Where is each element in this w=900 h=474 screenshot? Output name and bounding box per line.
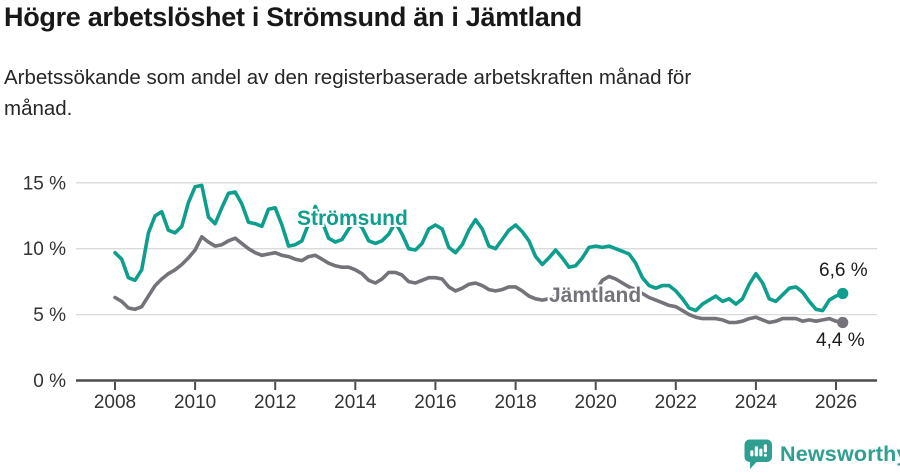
series-label-stromsund: Strömsund bbox=[297, 207, 408, 230]
series-label-jamtland: Jämtland bbox=[549, 284, 642, 307]
page-title: Högre arbetslöshet i Strömsund än i Jämt… bbox=[4, 2, 582, 32]
exclamation-dot bbox=[763, 453, 767, 457]
x-tick-label: 2026 bbox=[815, 392, 857, 413]
x-tick-label: 2020 bbox=[575, 392, 617, 413]
x-tick-label: 2012 bbox=[254, 392, 296, 413]
bar-1 bbox=[750, 450, 754, 457]
bar-2 bbox=[754, 446, 758, 457]
speech-bubble-shape bbox=[744, 439, 772, 469]
end-value-label-jamtland: 4,4 % bbox=[816, 330, 865, 351]
bar-3 bbox=[759, 448, 763, 457]
x-tick-label: 2022 bbox=[655, 392, 697, 413]
y-tick-label: 5 % bbox=[33, 305, 66, 326]
chart-subtitle: Arbetssökande som andel av den registerb… bbox=[4, 66, 692, 120]
series-line-jamtland bbox=[113, 235, 845, 325]
y-tick-label: 10 % bbox=[23, 239, 66, 260]
x-tick-label: 2024 bbox=[735, 392, 778, 413]
series-end-dot-jamtland bbox=[837, 316, 849, 329]
bar-chart-speech-bubble-icon bbox=[744, 439, 772, 469]
y-tick-label: 0 % bbox=[33, 371, 66, 392]
x-tick-label: 2014 bbox=[334, 392, 377, 413]
series-end-dot-stromsund bbox=[837, 287, 849, 300]
x-tick-label: 2016 bbox=[414, 392, 456, 413]
newsworthy-logo: Newsworthy bbox=[744, 439, 900, 470]
exclamation-bar bbox=[763, 444, 767, 453]
series-line-stromsund bbox=[113, 183, 845, 313]
x-tick-label: 2010 bbox=[174, 392, 216, 413]
end-value-label-stromsund: 6,6 % bbox=[819, 260, 868, 281]
x-tick-label: 2008 bbox=[94, 392, 136, 413]
brand-wordmark: Newsworthy bbox=[780, 442, 900, 466]
x-tick-label: 2018 bbox=[494, 392, 536, 413]
y-tick-label: 15 % bbox=[23, 173, 66, 194]
